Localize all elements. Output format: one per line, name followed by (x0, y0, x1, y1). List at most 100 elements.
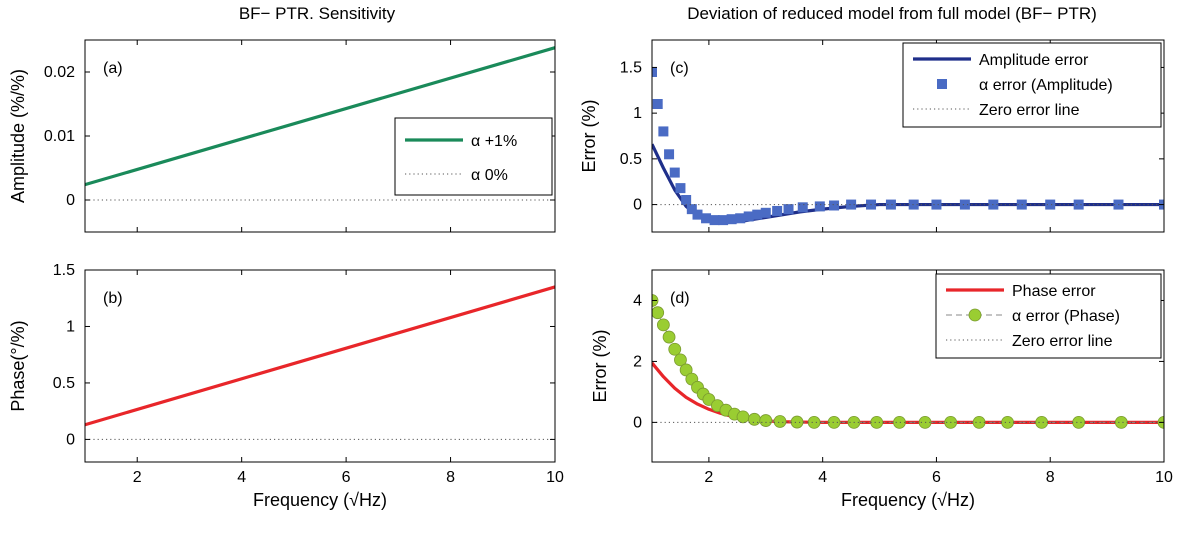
marker-square (772, 205, 783, 216)
marker-circle (679, 363, 693, 377)
marker-square (814, 201, 825, 212)
x-axis-label-d: Frequency (√Hz) (841, 490, 975, 510)
x-tick-label: 8 (1046, 469, 1055, 486)
marker-circle (870, 415, 884, 429)
x-tick-label: 10 (546, 469, 564, 486)
series-line-a-0 (85, 46, 555, 187)
marker-square (718, 215, 729, 226)
legend-swatch-square (937, 79, 947, 89)
y-tick-label: 1 (66, 318, 75, 335)
marker-circle (662, 330, 676, 344)
y-axis-label-a: Amplitude (%/%) (8, 69, 28, 203)
marker-circle (1001, 415, 1014, 429)
marker-square (735, 213, 746, 224)
marker-square (686, 204, 697, 215)
y-tick-label: 0 (66, 192, 75, 209)
panel-b-phase-sensitivity: 2 4 6 8 10 0 0.5 1 1.5 (b) Phase(°/%) Frequency (√H… (8, 262, 564, 510)
y-tick-label: 2 (633, 353, 642, 370)
marker-circle (773, 415, 787, 428)
marker-square (726, 214, 737, 225)
legend-label: α error (Phase) (1012, 308, 1120, 325)
series-group (652, 294, 1164, 429)
legend-label: Zero error line (979, 102, 1080, 119)
marker-circle (759, 414, 773, 427)
y-tick-label: 0 (66, 431, 75, 448)
panel-d-phase-error: 2 4 6 8 10 0 2 4 (d) Error (%) Frequency (√Hz) Phas… (590, 269, 1173, 510)
marker-circle (893, 415, 906, 429)
x-tick-label: 2 (133, 469, 142, 486)
x-tick-label: 8 (446, 469, 455, 486)
axes-box-c (651, 39, 1165, 233)
series-group (85, 285, 555, 440)
legend-a: α +1% α 0% (394, 117, 553, 196)
panel-a-amplitude-sensitivity: 0 0.01 0.02 (a) Amplitude (%/%) α +1% α 0% (8, 39, 556, 233)
x-tick-label: 6 (342, 469, 351, 486)
y-tick-label: 1.5 (53, 262, 75, 279)
marker-square (675, 183, 686, 194)
y-tick-label: 1.5 (620, 59, 642, 76)
legend-label: α 0% (471, 167, 508, 184)
marker-square (743, 211, 754, 222)
marker-circle (1035, 415, 1049, 429)
legend-label: Amplitude error (979, 52, 1089, 69)
legend-swatch-circle (968, 308, 982, 322)
series-line-c-0 (652, 143, 1164, 224)
legend-label: α +1% (471, 133, 517, 150)
marker-square (652, 67, 657, 77)
legend-c: Amplitude error α error (Amplitude) Zero e… (902, 42, 1162, 128)
marker-square (658, 126, 669, 137)
series-line-b-0 (85, 285, 555, 427)
y-tick-label: 0.5 (620, 151, 642, 168)
x-tick-label: 2 (704, 469, 713, 486)
panel-label-c: (c) (670, 60, 689, 77)
marker-square (885, 199, 896, 210)
marker-circle (668, 342, 682, 356)
marker-square (664, 149, 675, 160)
x-tick-label: 4 (818, 469, 827, 486)
marker-square (752, 209, 763, 220)
marker-circle (748, 412, 761, 426)
marker-square (701, 213, 712, 224)
y-axis-label-b: Phase(°/%) (8, 320, 28, 411)
marker-square (669, 167, 680, 178)
marker-circle (1072, 415, 1086, 429)
axes-box-b (84, 269, 556, 463)
panel-c-amplitude-error: 0 0.5 1 1.5 (c) Error (%) Amplitude error α err… (579, 39, 1165, 233)
marker-square (681, 195, 692, 205)
marker-circle (827, 415, 841, 429)
x-axis-label-b: Frequency (√Hz) (253, 490, 387, 510)
panel-label-b: (b) (103, 290, 123, 307)
series-group (652, 67, 1164, 226)
y-tick-label: 0.5 (53, 375, 75, 392)
marker-circle (652, 306, 665, 320)
title-right: Deviation of reduced model from full mod… (687, 4, 1097, 23)
marker-circle (790, 415, 804, 429)
legend-box (394, 117, 553, 196)
series-group (85, 46, 555, 201)
marker-circle (736, 410, 750, 424)
marker-square (797, 202, 808, 213)
marker-square (1045, 199, 1056, 210)
y-tick-label: 0.02 (44, 64, 75, 81)
y-tick-label: 1 (633, 105, 642, 122)
marker-square (908, 199, 919, 210)
legend-label: α error (Amplitude) (979, 77, 1113, 94)
legend-d: Phase error α error (Phase) Zero error lin… (935, 273, 1162, 359)
y-tick-label: 0 (633, 414, 642, 431)
y-axis-label-c: Error (%) (579, 100, 599, 173)
marker-circle (1114, 415, 1128, 429)
title-left: BF− PTR. Sensitivity (239, 4, 396, 23)
y-tick-label: 0.01 (44, 128, 75, 145)
panel-label-d: (d) (670, 290, 690, 307)
marker-square (931, 199, 942, 210)
panel-label-a: (a) (103, 60, 123, 77)
marker-square (692, 209, 703, 220)
marker-square (709, 215, 720, 226)
marker-square (959, 199, 970, 210)
marker-square (760, 207, 771, 218)
y-tick-label: 4 (633, 292, 642, 309)
marker-circle (972, 415, 986, 429)
y-tick-label: 0 (633, 197, 642, 214)
x-tick-label: 10 (1155, 469, 1173, 486)
